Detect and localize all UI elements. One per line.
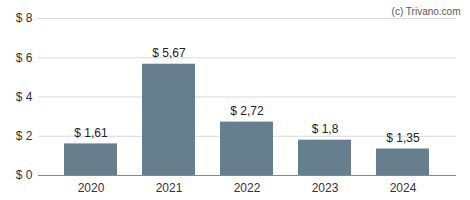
- svg-text:(c) Trivano.com: (c) Trivano.com: [392, 6, 461, 17]
- svg-text:$ 2,72: $ 2,72: [230, 104, 264, 118]
- svg-text:$ 5,67: $ 5,67: [152, 46, 186, 60]
- svg-text:$ 1,61: $ 1,61: [74, 126, 108, 140]
- svg-text:2023: 2023: [312, 181, 339, 195]
- svg-text:2020: 2020: [78, 181, 105, 195]
- svg-text:$ 4: $ 4: [16, 90, 33, 104]
- svg-text:$ 0: $ 0: [16, 168, 33, 182]
- svg-text:$ 1,35: $ 1,35: [386, 131, 420, 145]
- svg-text:2024: 2024: [390, 181, 417, 195]
- svg-text:$ 1,8: $ 1,8: [312, 122, 339, 136]
- svg-text:2022: 2022: [234, 181, 261, 195]
- svg-text:$ 2: $ 2: [16, 129, 33, 143]
- svg-text:$ 6: $ 6: [16, 51, 33, 65]
- svg-text:2021: 2021: [156, 181, 183, 195]
- svg-text:$ 8: $ 8: [16, 11, 33, 25]
